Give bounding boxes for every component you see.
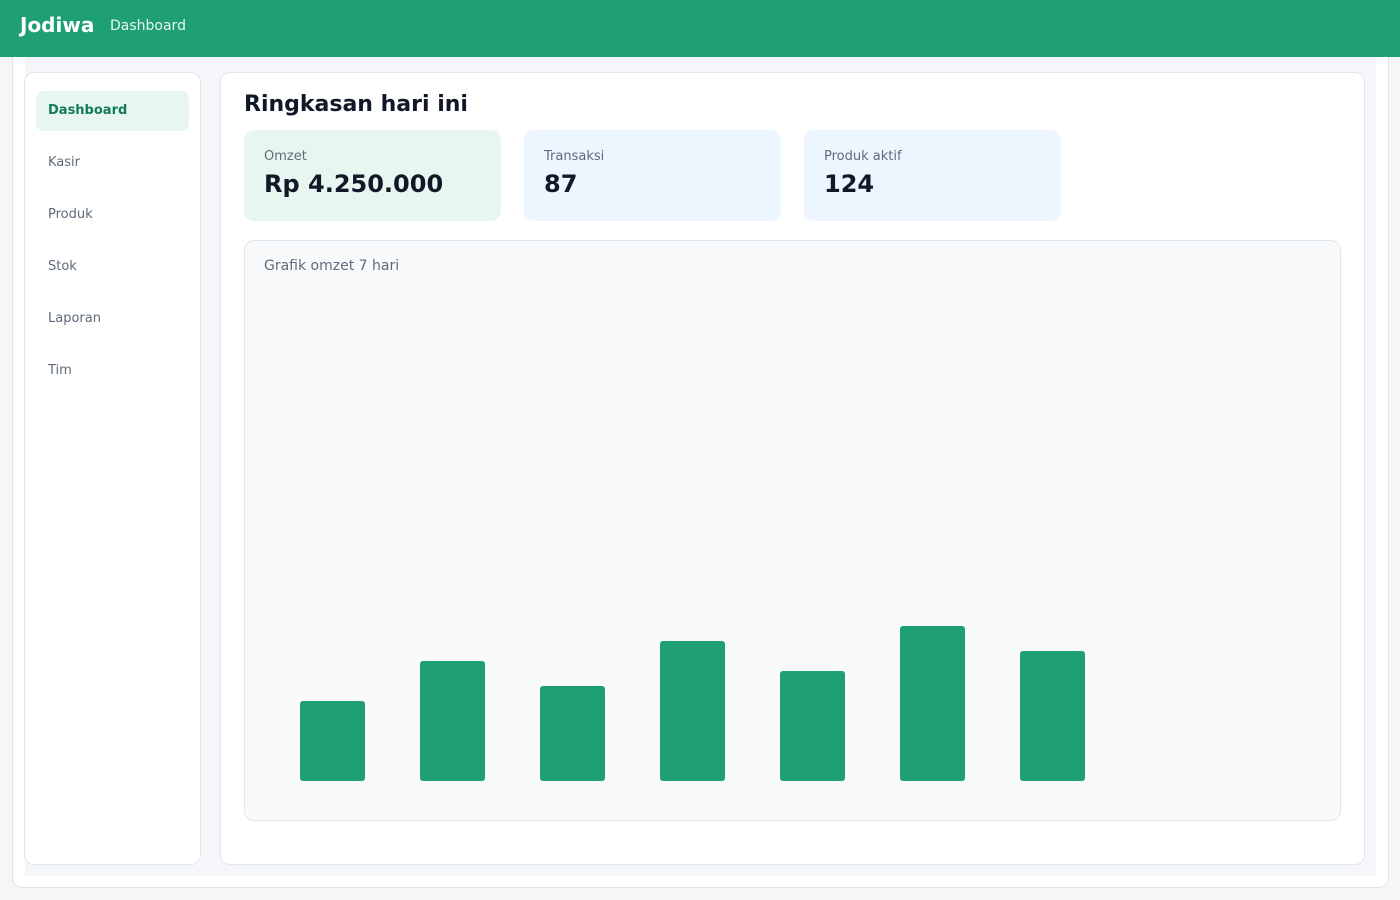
chart-bar-7	[1020, 651, 1085, 781]
chart-bar-3	[540, 686, 605, 781]
sidebar-item-kasir[interactable]: Kasir	[48, 155, 80, 170]
sidebar-item-laporan[interactable]: Laporan	[48, 311, 101, 326]
top-bar: Jodiwa Dashboard	[0, 0, 1400, 57]
breadcrumb: Dashboard	[110, 18, 186, 34]
sidebar: Dashboard Kasir Produk Stok Laporan Tim	[24, 72, 201, 865]
sidebar-item-dashboard[interactable]: Dashboard	[36, 91, 189, 131]
app-brand[interactable]: Jodiwa	[20, 13, 95, 37]
stat-value: 87	[544, 170, 578, 198]
chart-bar-1	[300, 701, 365, 781]
revenue-bar-chart	[300, 626, 1085, 781]
chart-bar-2	[420, 661, 485, 781]
chart-bar-4	[660, 641, 725, 781]
sidebar-item-produk[interactable]: Produk	[48, 207, 93, 222]
stat-value: 124	[824, 170, 875, 198]
sidebar-item-stok[interactable]: Stok	[48, 259, 77, 274]
chart-title: Grafik omzet 7 hari	[264, 258, 400, 274]
sidebar-item-tim[interactable]: Tim	[48, 363, 72, 378]
revenue-chart-card: Grafik omzet 7 hari	[244, 240, 1341, 821]
chart-bar-5	[780, 671, 845, 781]
stat-label: Omzet	[264, 149, 307, 164]
stat-card-transaksi: Transaksi 87	[524, 130, 781, 221]
stat-value: Rp 4.250.000	[264, 170, 444, 198]
chart-bar-6	[900, 626, 965, 781]
stat-label: Transaksi	[544, 149, 605, 164]
main-panel: Ringkasan hari ini Omzet Rp 4.250.000 Tr…	[220, 72, 1365, 865]
stat-label: Produk aktif	[824, 149, 902, 164]
page-title: Ringkasan hari ini	[244, 92, 468, 117]
stat-card-produk-aktif: Produk aktif 124	[804, 130, 1061, 221]
stat-card-omzet: Omzet Rp 4.250.000	[244, 130, 501, 221]
